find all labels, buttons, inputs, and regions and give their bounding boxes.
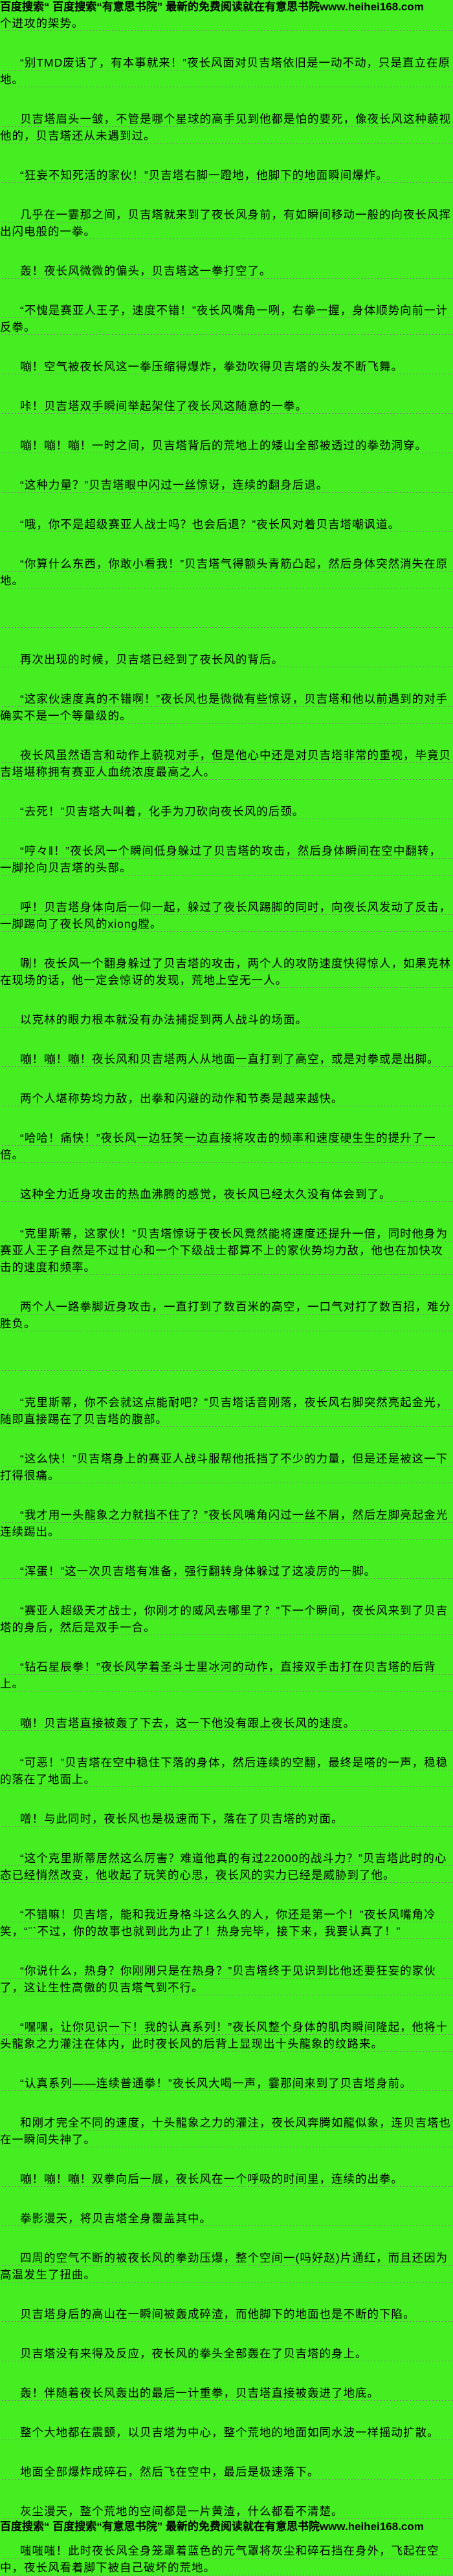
paragraph: 嗤嗤嗤！此时夜长风全身笼罩着蓝色的元气罩将灰尘和碎石挡在身外，飞起在空中，夜长风…	[0, 2542, 453, 2576]
paragraph: 嘣！贝吉塔直接被轰了下去，这一下他没有跟上夜长风的速度。	[0, 1715, 453, 1732]
novel-content: 个进攻的架势。 “别TMD废话了，有本事就来！”夜长风面对贝吉塔依旧是一动不动，只…	[0, 14, 453, 2576]
paragraph: 两个人堪称势均力敌，出拳和闪避的动作和节奏是越来越快。	[0, 1090, 453, 1107]
paragraph: “赛亚人超级天才战士，你刚才的威风去哪里了？”下一个瞬间，夜长风来到了贝吉塔的身…	[0, 1602, 453, 1636]
paragraph: “不错嘛！贝吉塔，能和我近身格斗这么久的人，你还是第一个！”夜长风嘴角冷笑，“¨…	[0, 1906, 453, 1940]
paragraph: “浑蛋！”这一次贝吉塔有准备，强行翻转身体躲过了这凌厉的一脚。	[0, 1563, 453, 1580]
paragraph: “哦，你不是超级赛亚人战士吗？也会后退？”夜长风对着贝吉塔嘲讽道。	[0, 516, 453, 533]
paragraph-separator	[0, 1355, 453, 1371]
paragraph: “你算什么东西，你敢小看我！”贝吉塔气得额头青筋凸起，然后身体突然消失在原地。	[0, 555, 453, 589]
paragraph: 噌！与此同时，夜长风也是极速而下，落在了贝吉塔的对面。	[0, 1810, 453, 1827]
paragraph-separator	[0, 612, 453, 628]
paragraph: “克里斯蒂，这家伙！”贝吉塔惊讶于夜长风竟然能将速度还提升一倍，同时他身为赛亚人…	[0, 1225, 453, 1276]
paragraph: 整个大地都在震颤，以贝吉塔为中心，整个荒地的地面如同水波一样摇动扩散。	[0, 2424, 453, 2441]
paragraph: 夜长风虽然语言和动作上藐视对手，但是他心中还是对贝吉塔非常的重视，毕竟贝吉塔堪称…	[0, 747, 453, 780]
paragraph: “你说什么，热身？你刚刚只是在热身？”贝吉塔终于见识到比他还要狂妄的家伙了，这让…	[0, 1962, 453, 1996]
paragraph: 四周的空气不断的被夜长风的拳劲压爆，整个空间一(吗好赵)片通红，而且还因为高温发…	[0, 2249, 453, 2283]
paragraph: 轰！夜长风微微的偏头，贝吉塔这一拳打空了。	[0, 263, 453, 279]
paragraph: “可恶！”贝吉塔在空中稳住下落的身体，然后连续的空翻，最终是嗒的一声，稳稳的落在…	[0, 1754, 453, 1788]
site-banner-bottom: 百度搜索“ 百度搜索“有意思书院” 最新的免费阅读就在有意思书院www.heih…	[0, 2520, 424, 2533]
paragraph: 嘣！嘣！嘣！一时之间，贝吉塔背后的荒地上的矮山全部被透过的拳劲洞穿。	[0, 437, 453, 454]
paragraph: 贝吉塔身后的高山在一瞬间被轰成碎渣，而他脚下的地面也是不断的下陷。	[0, 2306, 453, 2323]
paragraph: 和刚才完全不同的速度，十头龍象之力的灌注，夜长风奔腾如龍似象，连贝吉塔也在一瞬间…	[0, 2114, 453, 2148]
paragraph: “哼々‖！”夜长风一个瞬间低身躲过了贝吉塔的攻击，然后身体瞬间在空中翻转，一脚抡…	[0, 843, 453, 876]
paragraph: “这家伙速度真的不错啊！”夜长风也是微微有些惊讶，贝吉塔和他以前遇到的对手确实不…	[0, 691, 453, 724]
paragraph: 嘣！嘣！嘣！双拳向后一展，夜长风在一个呼吸的时间里，连续的出拳。	[0, 2171, 453, 2187]
paragraph: 个进攻的架势。	[0, 15, 453, 32]
paragraph: 灰尘漫天，整个荒地的空间都是一片黄渣，什么都看不清楚。	[0, 2503, 453, 2520]
paragraph: 唰！夜长风一个翻身躲过了贝吉塔的攻击，两个人的攻防速度快得惊人，如果克林在现场的…	[0, 955, 453, 989]
paragraph: 以克林的眼力根本就没有办法捕捉到两人战斗的场面。	[0, 1011, 453, 1028]
paragraph: 拳影漫天，将贝吉塔全身覆盖其中。	[0, 2210, 453, 2227]
site-banner-top: 百度搜索“ 百度搜索“有意思书院” 最新的免费阅读就在有意思书院www.heih…	[0, 1, 424, 13]
paragraph: 地面全部爆炸成碎石，然后飞在空中，最后是极速落下。	[0, 2463, 453, 2480]
paragraph: “钻石星辰拳！”夜长风学着圣斗士里冰河的动作，直接双手击打在贝吉塔的后背上。	[0, 1658, 453, 1692]
paragraph: 这种全力近身攻击的热血沸腾的感觉，夜长风已经太久没有体会到了。	[0, 1186, 453, 1203]
paragraph: “别TMD废话了，有本事就来！”夜长风面对贝吉塔依旧是一动不动，只是直立在原地。	[0, 54, 453, 88]
paragraph: “这种力量？”贝吉塔眼中闪过一丝惊讶，连续的翻身后退。	[0, 477, 453, 493]
paragraph: 嘣！嘣！嘣！夜长风和贝吉塔两人从地面一直打到了高空，或是对拳或是出脚。	[0, 1051, 453, 1068]
paragraph: 贝吉塔没有来得及反应，夜长风的拳头全部轰在了贝吉塔的身上。	[0, 2345, 453, 2362]
paragraph: “认真系列——连续普通拳！”夜长风大喝一声，霎那间来到了贝吉塔身前。	[0, 2075, 453, 2092]
paragraph: 几乎在一霎那之间，贝吉塔就来到了夜长风身前，有如瞬间移动一般的向夜长风挥出闪电般…	[0, 206, 453, 240]
paragraph: 贝吉塔眉头一皱，不管是哪个星球的高手见到他都是怕的要死，像夜长风这种藐视他的，贝…	[0, 111, 453, 144]
paragraph: 呼！贝吉塔身体向后一仰一起，躲过了夜长风踢脚的同时，向夜长风发动了反击，一脚踢向…	[0, 899, 453, 932]
paragraph: “克里斯蒂，你不会就这点能耐吧？”贝吉塔话音刚落，夜长风右脚突然亮起金光，随即直…	[0, 1394, 453, 1428]
paragraph: 再次出现的时候，贝吉塔已经到了夜长风的背后。	[0, 651, 453, 668]
paragraph: “狂妄不知死活的家伙！”贝吉塔右脚一蹬地，他脚下的地面瞬间爆炸。	[0, 167, 453, 184]
paragraph: 轰！伴随着夜长风轰出的最后一计重拳，贝吉塔直接被轰进了地底。	[0, 2385, 453, 2401]
paragraph: “这个克里斯蒂居然这么厉害？难道他真的有过22000的战斗力？”贝吉塔此时的心态…	[0, 1850, 453, 1884]
paragraph: “去死！”贝吉塔大叫着，化手为刀砍向夜长风的后颈。	[0, 803, 453, 820]
paragraph: 嘣！空气被夜长风这一拳压缩得爆炸，拳劲吹得贝吉塔的头发不断飞舞。	[0, 358, 453, 375]
paragraph: 两个人一路拳脚近身攻击，一直打到了数百米的高空，一口气对打了数百招，难分胜负。	[0, 1298, 453, 1332]
paragraph: “这么快！”贝吉塔身上的赛亚人战斗服帮他抵挡了不少的力量，但是还是被这一下打得很…	[0, 1450, 453, 1484]
paragraph: “哈哈！痛快！”夜长风一边狂笑一边直接将攻击的频率和速度硬生生的提升了一倍。	[0, 1130, 453, 1163]
paragraph: “我才用一头龍象之力就挡不住了？”夜长风嘴角闪过一丝不屑，然后左脚亮起金光连续踢…	[0, 1507, 453, 1540]
paragraph: “嘿嘿，让你见识一下！我的认真系列！”夜长风整个身体的肌肉瞬间隆起，他将十头龍象…	[0, 2019, 453, 2052]
paragraph: “不愧是赛亚人王子，速度不错！”夜长风嘴角一咧，右拳一握，身体顺势向前一计反拳。	[0, 302, 453, 336]
paragraph: 咔！贝吉塔双手瞬间举起架住了夜长风这随意的一拳。	[0, 398, 453, 414]
